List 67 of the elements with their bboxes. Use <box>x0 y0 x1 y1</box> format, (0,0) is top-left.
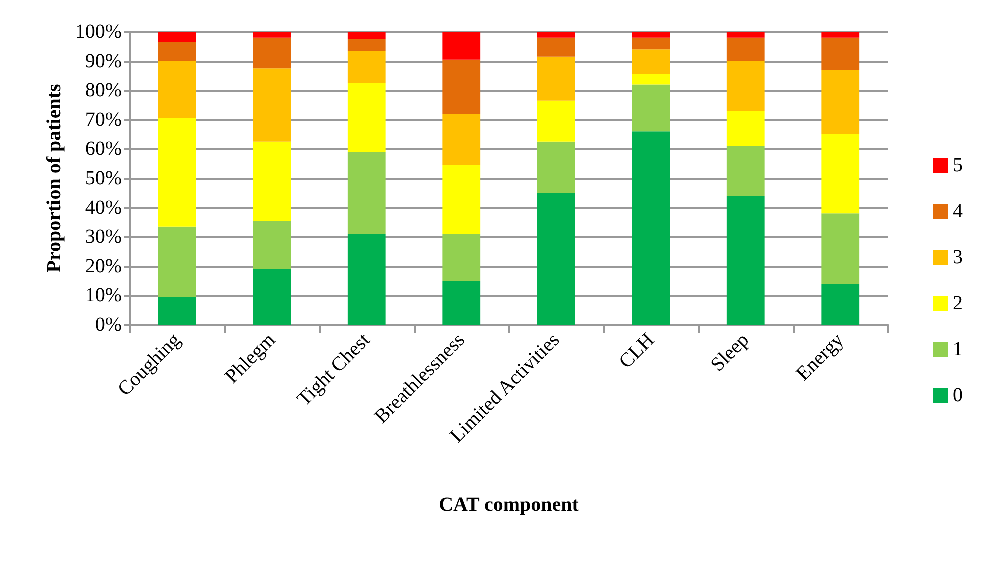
y-tick-label: 30% <box>85 226 122 248</box>
bar <box>537 193 576 325</box>
y-tick-label: 80% <box>85 80 122 102</box>
bar <box>253 220 292 270</box>
legend-label: 5 <box>953 154 963 176</box>
bar <box>726 38 765 62</box>
bar <box>253 269 292 325</box>
bar <box>253 142 292 221</box>
y-tick-label: 20% <box>85 255 122 278</box>
bar <box>348 152 386 234</box>
y-tick-label: 90% <box>85 50 122 72</box>
y-tick-label: 60% <box>85 138 122 160</box>
bar <box>632 50 670 74</box>
legend-label: 3 <box>953 246 963 268</box>
bar <box>726 61 765 112</box>
bar <box>632 38 670 50</box>
bar <box>537 142 576 194</box>
y-tick-label: 10% <box>85 284 122 307</box>
bar <box>632 84 670 132</box>
y-tick-label: 100% <box>75 21 122 43</box>
bar <box>537 38 576 57</box>
bar <box>348 39 386 52</box>
bar <box>726 111 765 146</box>
bar <box>822 38 860 70</box>
bar <box>442 60 481 114</box>
bar <box>537 32 576 38</box>
bar <box>348 234 386 325</box>
bar <box>537 100 576 142</box>
bar <box>158 61 196 118</box>
y-tick-label: 50% <box>85 168 122 190</box>
y-tick-label: 0% <box>95 314 122 336</box>
bar <box>822 32 860 38</box>
bar <box>442 165 481 234</box>
bar <box>158 32 196 42</box>
bar <box>822 70 860 135</box>
x-axis-title: CAT component <box>439 494 580 516</box>
bar <box>158 297 196 325</box>
legend-label: 1 <box>953 338 963 360</box>
y-tick-label: 70% <box>85 108 122 131</box>
bar <box>726 32 765 38</box>
bar <box>726 196 765 325</box>
bar <box>632 132 670 325</box>
bar <box>348 32 386 40</box>
bar <box>822 214 860 284</box>
y-tick-label: 40% <box>85 196 122 219</box>
bar <box>442 114 481 166</box>
y-axis-title: Proportion of patients <box>43 84 66 273</box>
bar <box>537 56 576 101</box>
bar <box>822 284 860 325</box>
bar <box>158 118 196 227</box>
bar <box>253 32 292 38</box>
legend-label: 4 <box>953 200 963 222</box>
bar <box>158 42 196 62</box>
bar <box>822 134 860 214</box>
bar <box>253 68 292 142</box>
bar <box>442 281 481 325</box>
bar <box>726 146 765 196</box>
bar <box>442 234 481 282</box>
bar <box>348 83 386 152</box>
bar <box>632 32 670 38</box>
bar <box>158 226 196 298</box>
legend-label: 2 <box>953 292 963 314</box>
bar <box>253 38 292 69</box>
bar <box>348 51 386 84</box>
bar <box>632 74 670 85</box>
legend-label: 0 <box>953 384 963 406</box>
bar <box>442 32 481 60</box>
